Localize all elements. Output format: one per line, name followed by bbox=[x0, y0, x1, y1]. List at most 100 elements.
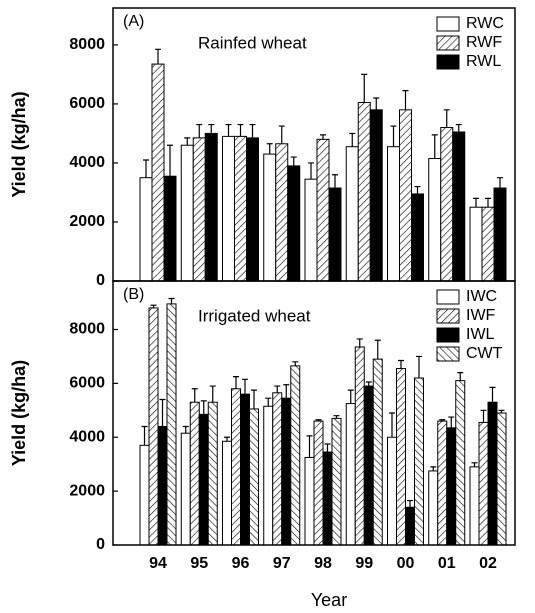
error-bar bbox=[407, 499, 413, 508]
bar bbox=[246, 137, 259, 282]
legend-label: RWL bbox=[466, 53, 501, 70]
legend-swatch bbox=[436, 327, 460, 343]
x-tick-label: 99 bbox=[355, 555, 373, 572]
bar bbox=[290, 365, 301, 546]
bar bbox=[469, 206, 483, 282]
legend-swatch bbox=[436, 16, 460, 32]
error-bar bbox=[150, 304, 157, 308]
y-tick-label: 2000 bbox=[69, 482, 105, 499]
error-bar bbox=[233, 376, 239, 389]
error-bar bbox=[443, 109, 450, 128]
legend-label: IWL bbox=[466, 326, 495, 343]
error-bar bbox=[283, 384, 290, 399]
bar bbox=[405, 506, 415, 546]
legend-label: RWF bbox=[466, 34, 502, 51]
plot-frame bbox=[112, 280, 516, 546]
error-bar bbox=[155, 48, 161, 65]
bar bbox=[263, 153, 277, 282]
error-bar bbox=[143, 159, 149, 178]
error-bar bbox=[416, 355, 422, 378]
panel-label: (B) bbox=[123, 286, 144, 303]
bar bbox=[414, 377, 424, 546]
bar bbox=[493, 187, 507, 282]
error-bar bbox=[249, 123, 256, 138]
y-tick-label: 0 bbox=[96, 272, 105, 289]
legend-label: CWT bbox=[466, 345, 503, 362]
error-bar bbox=[184, 137, 191, 146]
bar bbox=[363, 385, 374, 546]
panel-title: Irrigated wheat bbox=[198, 306, 311, 325]
error-bar bbox=[455, 123, 462, 132]
bar bbox=[487, 401, 498, 546]
legend-label: IWF bbox=[466, 307, 496, 324]
y-axis-label: Yield (kg/ha) bbox=[9, 91, 29, 197]
error-bar bbox=[306, 435, 313, 458]
error-bar bbox=[356, 338, 363, 347]
bar bbox=[387, 436, 397, 546]
bar bbox=[139, 444, 150, 546]
bar bbox=[163, 175, 177, 282]
y-tick-label: 8000 bbox=[69, 321, 105, 338]
error-bar bbox=[237, 123, 244, 137]
bar bbox=[207, 401, 218, 546]
bar bbox=[151, 63, 165, 282]
x-tick-label: 01 bbox=[438, 555, 456, 572]
error-bar bbox=[485, 197, 491, 208]
bar bbox=[455, 380, 466, 546]
legend-label: RWC bbox=[466, 15, 504, 32]
bar bbox=[428, 470, 439, 546]
error-bar bbox=[414, 185, 421, 194]
panel-title: Rainfed wheat bbox=[198, 33, 307, 52]
y-axis-label: Yield (kg/ha) bbox=[9, 360, 29, 466]
bar bbox=[354, 346, 365, 546]
error-bar bbox=[332, 174, 338, 189]
error-bar bbox=[292, 361, 299, 366]
error-bar bbox=[480, 409, 487, 423]
error-bar bbox=[349, 132, 356, 147]
bar bbox=[345, 146, 359, 282]
bar bbox=[287, 165, 301, 282]
bar bbox=[198, 413, 209, 546]
error-bar bbox=[374, 339, 381, 360]
error-bar bbox=[278, 125, 285, 144]
bar bbox=[481, 206, 495, 282]
error-bar bbox=[191, 388, 198, 403]
bar bbox=[478, 421, 489, 546]
error-bar bbox=[430, 466, 437, 471]
bar bbox=[166, 303, 177, 546]
legend-swatch bbox=[436, 54, 460, 70]
bar bbox=[180, 432, 191, 546]
x-tick-label: 98 bbox=[314, 555, 332, 572]
bar bbox=[234, 135, 247, 282]
bar bbox=[281, 397, 292, 546]
bar bbox=[446, 427, 457, 546]
bar bbox=[180, 144, 194, 282]
error-bar bbox=[373, 97, 380, 110]
bar bbox=[240, 393, 250, 546]
error-bar bbox=[448, 416, 455, 428]
bar bbox=[192, 137, 206, 282]
error-bar bbox=[141, 425, 148, 446]
bar bbox=[204, 132, 218, 282]
bar bbox=[313, 420, 324, 546]
error-bar bbox=[333, 415, 340, 419]
bar bbox=[222, 440, 232, 546]
error-bar bbox=[208, 123, 215, 134]
error-bar bbox=[439, 419, 446, 422]
error-bar bbox=[251, 389, 257, 409]
x-tick-label: 97 bbox=[273, 555, 291, 572]
error-bar bbox=[265, 397, 272, 407]
error-bar bbox=[266, 143, 273, 155]
error-bar bbox=[224, 436, 230, 442]
bar bbox=[316, 138, 330, 282]
error-bar bbox=[200, 400, 207, 415]
legend-swatch bbox=[436, 289, 460, 305]
bar bbox=[328, 187, 342, 282]
bar bbox=[222, 135, 235, 282]
error-bar bbox=[431, 134, 438, 159]
bar bbox=[189, 401, 200, 546]
bar bbox=[437, 420, 448, 546]
bar bbox=[148, 307, 159, 546]
bar bbox=[396, 368, 406, 546]
